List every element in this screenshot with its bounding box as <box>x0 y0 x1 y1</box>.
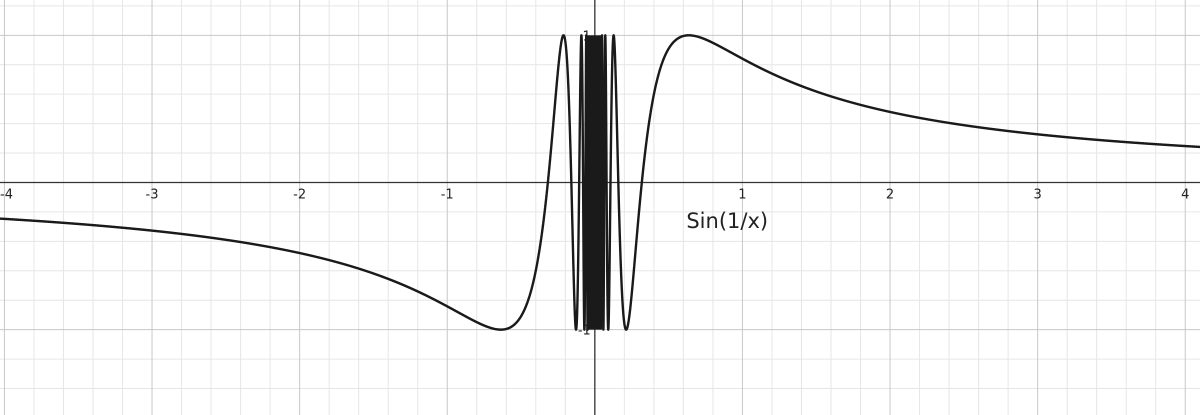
curve-oscillation-band <box>587 35 603 330</box>
oscillation-band <box>587 35 603 330</box>
x-tick-label: -4 <box>0 187 13 202</box>
x-tick-label: 2 <box>886 187 894 202</box>
x-tick-label: -1 <box>441 187 454 202</box>
series-line-sin-inverse-x <box>0 34 1200 331</box>
x-tick-label: 1 <box>738 187 746 202</box>
tick-labels: -4 -3 -2 -1 1 2 3 41-1 <box>0 29 1189 338</box>
x-tick-label: -2 <box>293 187 306 202</box>
curve-label: Sin(1/x) <box>686 209 768 233</box>
x-tick-label: -3 <box>146 187 159 202</box>
x-tick-label: 3 <box>1033 187 1041 202</box>
x-tick-label: 4 <box>1181 187 1189 202</box>
